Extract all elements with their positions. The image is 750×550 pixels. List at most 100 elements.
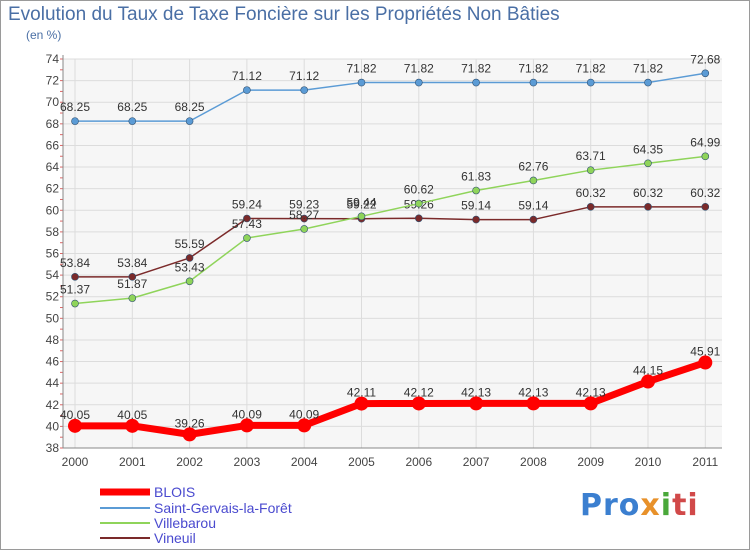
y-tick-label: 74 bbox=[46, 52, 60, 66]
y-tick-label: 66 bbox=[46, 138, 60, 152]
y-tick-label: 68 bbox=[46, 117, 60, 131]
data-point bbox=[701, 203, 710, 211]
series-line-0 bbox=[75, 359, 707, 438]
y-tick-label: 58 bbox=[46, 225, 60, 239]
data-point bbox=[239, 418, 254, 433]
data-point bbox=[529, 215, 538, 224]
data-point bbox=[414, 199, 423, 208]
data-point bbox=[354, 396, 369, 411]
data-point bbox=[414, 214, 423, 223]
data-point bbox=[71, 117, 79, 125]
data-label: 64.99 bbox=[690, 135, 720, 149]
data-label: 60.32 bbox=[690, 186, 720, 200]
data-point bbox=[586, 203, 595, 211]
data-point bbox=[698, 355, 713, 370]
chart-title: Evolution du Taux de Taxe Foncière sur l… bbox=[8, 4, 560, 25]
data-point bbox=[526, 396, 541, 411]
data-label: 71.82 bbox=[576, 62, 606, 76]
data-point bbox=[128, 117, 137, 125]
y-tick-label: 42 bbox=[46, 398, 60, 412]
data-label: 59.14 bbox=[461, 199, 491, 213]
data-label: 42.13 bbox=[518, 385, 548, 399]
data-label: 42.11 bbox=[347, 386, 376, 400]
y-tick-label: 62 bbox=[46, 182, 60, 196]
y-tick-label: 72 bbox=[46, 74, 60, 88]
data-label: 45.91 bbox=[690, 345, 720, 359]
data-point bbox=[469, 396, 484, 411]
data-point bbox=[128, 294, 137, 302]
data-label: 64.35 bbox=[633, 142, 663, 156]
data-label: 71.82 bbox=[518, 62, 548, 76]
data-point bbox=[644, 203, 652, 211]
data-point bbox=[701, 69, 710, 78]
legend-label: Saint-Gervais-la-Forêt bbox=[154, 500, 292, 516]
x-tick-label: 2005 bbox=[348, 455, 375, 469]
data-point bbox=[644, 78, 652, 87]
data-label: 57.43 bbox=[232, 217, 262, 231]
data-point bbox=[701, 152, 710, 161]
y-tick-label: 40 bbox=[46, 419, 60, 433]
data-label: 59.22 bbox=[346, 198, 376, 212]
data-point bbox=[243, 234, 251, 242]
data-point bbox=[71, 299, 79, 308]
x-tick-label: 2001 bbox=[119, 455, 146, 469]
data-label: 59.23 bbox=[289, 198, 319, 212]
x-tick-label: 2006 bbox=[405, 455, 432, 469]
x-tick-label: 2009 bbox=[577, 455, 604, 469]
data-label: 53.43 bbox=[175, 260, 205, 274]
data-point bbox=[300, 225, 309, 233]
data-point bbox=[357, 212, 366, 221]
y-tick-label: 46 bbox=[46, 355, 60, 369]
y-tick-label: 70 bbox=[46, 95, 60, 109]
data-point bbox=[125, 418, 140, 433]
data-label: 60.32 bbox=[576, 186, 606, 200]
data-point bbox=[297, 418, 312, 433]
data-point bbox=[529, 78, 538, 87]
x-tick-label: 2010 bbox=[635, 455, 662, 469]
data-label: 68.25 bbox=[117, 100, 147, 114]
data-point bbox=[182, 427, 197, 442]
data-point bbox=[185, 254, 194, 262]
data-label: 59.14 bbox=[518, 199, 548, 213]
legend-label: Villebarou bbox=[154, 515, 216, 531]
y-tick-label: 38 bbox=[46, 441, 60, 455]
x-tick-label: 2000 bbox=[62, 455, 89, 469]
data-point bbox=[185, 117, 194, 125]
data-label: 51.37 bbox=[60, 283, 90, 297]
data-point bbox=[641, 374, 655, 389]
legend-label: BLOIS bbox=[154, 484, 195, 500]
data-point bbox=[357, 78, 366, 87]
data-label: 39.26 bbox=[175, 416, 205, 430]
data-point bbox=[586, 166, 595, 174]
data-label: 58.27 bbox=[289, 208, 319, 222]
data-label: 71.82 bbox=[633, 62, 663, 76]
x-tick-label: 2011 bbox=[692, 455, 718, 469]
data-label: 40.05 bbox=[117, 408, 147, 422]
data-label: 72.68 bbox=[690, 52, 720, 66]
data-point bbox=[472, 215, 480, 224]
y-tick-label: 64 bbox=[46, 160, 60, 174]
data-label: 51.87 bbox=[117, 277, 147, 291]
data-label: 59.44 bbox=[346, 195, 376, 209]
data-label: 53.84 bbox=[117, 256, 147, 270]
series-line-1 bbox=[75, 72, 706, 122]
data-label: 42.13 bbox=[576, 385, 606, 399]
legend-label: Vineuil bbox=[154, 530, 196, 546]
data-label: 40.05 bbox=[60, 408, 90, 422]
data-label: 42.12 bbox=[404, 385, 434, 399]
x-tick-label: 2007 bbox=[463, 455, 490, 469]
data-point bbox=[411, 396, 426, 411]
data-point bbox=[243, 86, 251, 94]
data-point bbox=[71, 273, 79, 281]
data-label: 63.71 bbox=[576, 149, 606, 163]
data-point bbox=[529, 176, 538, 185]
proxiti-logo: Proxiti bbox=[580, 488, 699, 523]
x-tick-label: 2002 bbox=[176, 455, 203, 469]
data-point bbox=[414, 78, 423, 87]
data-point bbox=[68, 418, 82, 433]
data-point bbox=[243, 214, 251, 223]
y-tick-label: 54 bbox=[46, 268, 60, 282]
data-label: 40.09 bbox=[232, 407, 262, 421]
data-point bbox=[583, 396, 598, 411]
